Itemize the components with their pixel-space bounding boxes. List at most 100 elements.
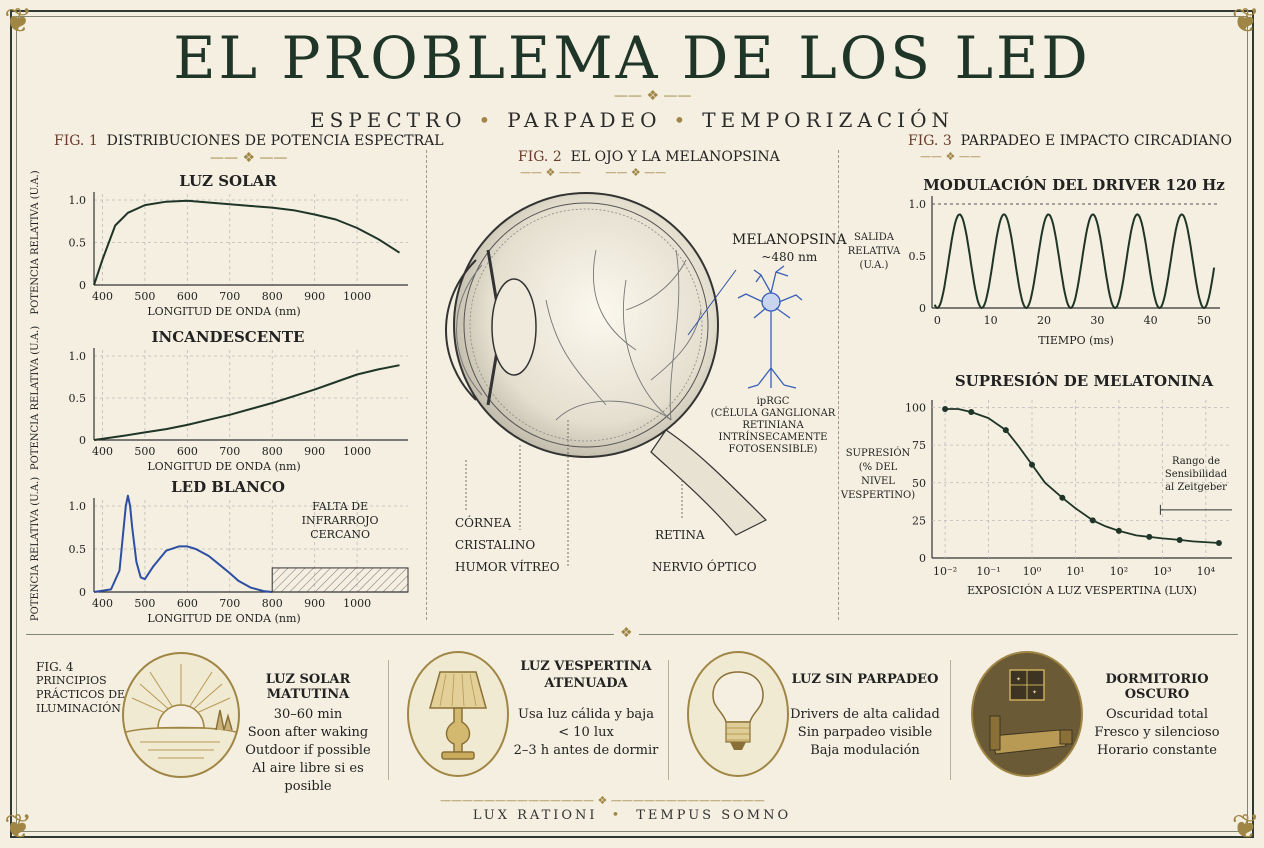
y-axis-label: NIVEL [861, 476, 895, 487]
card-text: Usa luz cálida y baja < 10 lux 2–3 h ant… [510, 706, 662, 760]
x-tick-label: 10⁰ [1023, 565, 1042, 578]
corner-ornament-icon: ❦ [1231, 807, 1261, 847]
chart-title: LED BLANCO [171, 478, 285, 496]
series-line [93, 199, 401, 286]
fig2-title: EL OJO Y LA MELANOPSINA [570, 149, 780, 165]
y-tick-label: 0.5 [69, 543, 87, 556]
series-line [93, 494, 273, 593]
data-point [1089, 517, 1096, 524]
x-tick-label: 800 [262, 445, 283, 458]
y-tick-label: 0.5 [69, 237, 87, 250]
divider-ornament-icon: —————————————— ❖ —————————————— [440, 794, 765, 807]
melanopsin-label-line: ~480 nm [761, 250, 818, 264]
y-tick-label: 75 [912, 439, 926, 452]
nir-annotation: CERCANO [310, 528, 370, 541]
fig3-charts: MODULACIÓN DEL DRIVER 120 Hz 0 0.5 1.0 0 10 20… [840, 176, 1232, 597]
x-tick-label: 40 [1144, 314, 1158, 327]
fig1-charts: LUZ SOLAR 0 0.5 1.0 400 500 600 700 800 900 1000 LO… [30, 170, 409, 625]
zeitgeber-annotation: al Zeitgeber [1165, 482, 1227, 493]
x-tick-label: 10³ [1153, 565, 1171, 578]
subtitle-item: PARPADEO [507, 108, 662, 132]
x-axis-label: EXPOSICIÓN A LUZ VESPERTINA (LUX) [967, 583, 1197, 597]
y-axis-label: RELATIVA [848, 246, 901, 257]
optic-nerve-label: NERVIO ÓPTICO [652, 560, 757, 574]
card-text-line: 2–3 h antes de dormir [513, 743, 659, 758]
corner-ornament-icon: ❦ [4, 807, 33, 847]
x-tick-label: 500 [134, 445, 155, 458]
page-title: EL PROBLEMA DE LOS LED [173, 24, 1091, 92]
column-divider [426, 150, 427, 620]
card-text-line: Baja modulación [810, 743, 920, 758]
cornea-inner [456, 264, 483, 396]
x-tick-label: 900 [304, 290, 325, 303]
x-tick-label: 10¹ [1066, 565, 1084, 578]
y-tick-label: 50 [912, 477, 926, 490]
y-axis-label: POTENCIA RELATIVA (U.A.) [30, 326, 41, 470]
x-tick-label: 0 [934, 314, 941, 327]
card-text-line: Drivers de alta calidad [790, 707, 940, 722]
card-text-line: Al aire libre si es posible [252, 761, 364, 794]
card-text-line: < 10 lux [558, 725, 614, 740]
blood-vessels [545, 249, 702, 421]
nir-annotation: FALTA DE [312, 500, 368, 513]
retina-label: RETINA [655, 528, 705, 542]
fig1-heading: FIG. 1 DISTRIBUCIONES DE POTENCIA ESPECT… [54, 133, 444, 149]
divider-ornament-icon: —— ❖ —— [920, 150, 981, 163]
cornea-label: CÓRNEA [455, 516, 511, 530]
corner-ornament-icon: ❦ [1231, 1, 1261, 41]
column-divider [838, 150, 839, 620]
y-tick-label: 0 [79, 434, 86, 447]
nir-annotation: INFRARROJO [302, 514, 379, 527]
x-tick-label: 10 [984, 314, 998, 327]
x-tick-label: 700 [219, 445, 240, 458]
card-divider [668, 660, 669, 780]
melanopsin-pointer [687, 269, 737, 336]
x-tick-label: 20 [1037, 314, 1051, 327]
y-tick-label: 1.0 [909, 198, 927, 211]
y-axis-label: VESPERTINO) [840, 490, 915, 501]
footer-motto: LUX RATIONI • TEMPUS SOMNO [472, 808, 792, 823]
nir-gap-region [271, 567, 409, 593]
x-tick-label: 1000 [343, 445, 371, 458]
zeitgeber-annotation: Rango de [1172, 456, 1220, 467]
x-tick-label: 1000 [343, 597, 371, 610]
y-tick-label: 1.0 [69, 350, 87, 363]
melanopsin-label: MELANOPSINA ~480 nm [732, 232, 847, 266]
y-tick-label: 0 [79, 279, 86, 292]
inner-frame [16, 16, 1248, 832]
eye-leader-lines [465, 420, 683, 566]
card-text-line: Horario constante [1097, 743, 1217, 758]
fig1-title: DISTRIBUCIONES DE POTENCIA ESPECTRAL [106, 133, 444, 149]
card-text-line: Sin parpadeo visible [797, 725, 933, 740]
divider-ornament-icon: —— ❖ —— [614, 88, 692, 104]
y-tick-label: 1.0 [69, 194, 87, 207]
x-tick-label: 400 [92, 290, 113, 303]
x-axis-label: LONGITUD DE ONDA (nm) [147, 460, 300, 473]
fig2-heading: FIG. 2 EL OJO Y LA MELANOPSINA [518, 149, 780, 165]
data-point [1002, 427, 1009, 434]
y-tick-label: 25 [912, 514, 926, 527]
x-tick-label: 10⁻² [933, 565, 957, 578]
corner-ornament-icon: ❦ [4, 1, 33, 41]
card-text: Oscuridad total Fresco y silencioso Hora… [1082, 706, 1232, 760]
x-tick-label: 10⁻¹ [976, 565, 1000, 578]
subtitle-item: ESPECTRO [310, 108, 467, 132]
iprgc-label-line: INTRÍNSECAMENTE [718, 432, 828, 443]
card-text-line: 30–60 min [273, 707, 343, 722]
card-title-line: LUZ VESPERTINA [520, 659, 652, 674]
fig4-num: FIG. 4 [36, 660, 74, 674]
x-tick-label: 700 [219, 597, 240, 610]
y-tick-label: 100 [905, 402, 926, 415]
card-text-line: Soon after waking [247, 725, 369, 740]
x-tick-label: 500 [134, 597, 155, 610]
fig4-title-line: PRINCIPIOS [36, 674, 107, 687]
x-tick-label: 10⁴ [1197, 565, 1216, 578]
x-tick-label: 700 [219, 290, 240, 303]
outer-frame [10, 10, 1254, 838]
card-text: 30–60 min Soon after waking Outdoor if p… [236, 706, 380, 796]
card-text-line: Fresco y silencioso [1094, 725, 1220, 740]
svg-text:✦: ✦ [1016, 676, 1021, 683]
y-axis-label: SALIDA [854, 232, 895, 243]
card-divider [950, 660, 951, 780]
fig4-title-line: ILUMINACIÓN [36, 702, 121, 715]
